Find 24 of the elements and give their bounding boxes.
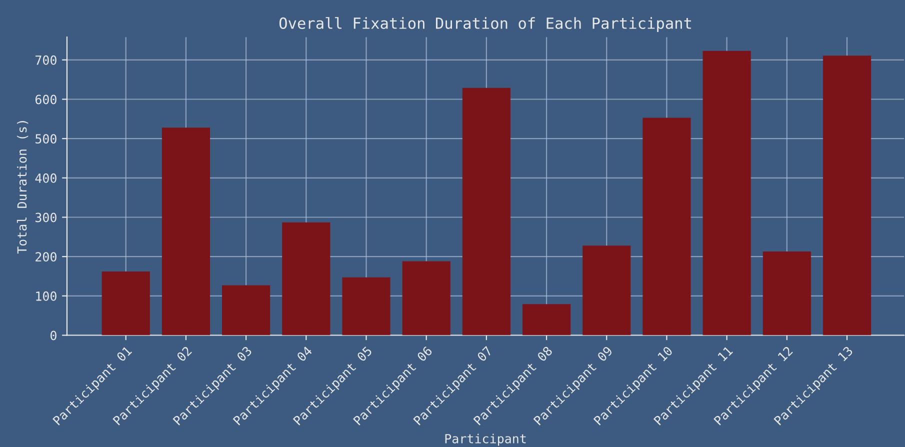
bar <box>282 222 330 336</box>
bar <box>462 88 510 336</box>
y-tick-label: 700 <box>36 55 56 65</box>
bar <box>402 261 450 336</box>
bar <box>642 118 691 336</box>
bar <box>162 128 210 336</box>
y-tick-label: 500 <box>36 134 56 144</box>
bar <box>222 285 270 336</box>
bar <box>762 251 811 336</box>
y-tick-label: 300 <box>36 212 56 222</box>
bar <box>582 246 631 336</box>
y-tick-label: 600 <box>35 94 56 104</box>
y-axis-title: Total Duration (s) <box>16 121 28 254</box>
bar <box>342 277 390 336</box>
y-tick-label: 200 <box>36 252 56 262</box>
y-tick-label: 100 <box>36 291 56 301</box>
bar <box>522 304 571 336</box>
bar <box>702 50 751 336</box>
x-axis-title: Participant <box>445 434 526 446</box>
bar <box>822 56 872 336</box>
bar <box>102 272 150 336</box>
y-tick-label: 400 <box>35 173 56 183</box>
chart-title: Overall Fixation Duration of Each Participant <box>279 17 691 32</box>
y-tick-label: 0 <box>50 330 56 340</box>
